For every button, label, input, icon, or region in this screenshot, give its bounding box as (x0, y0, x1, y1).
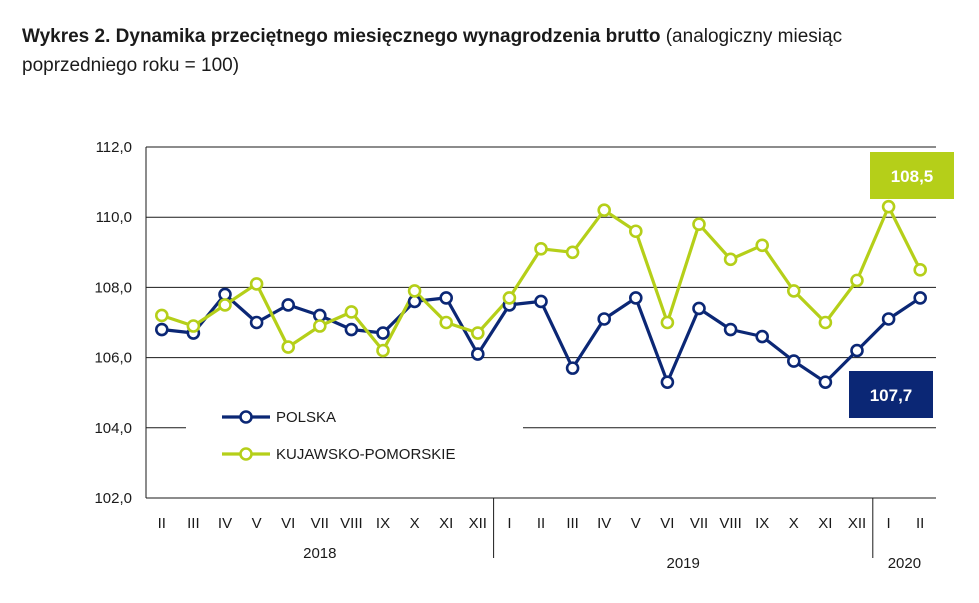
x-tick-label: IX (376, 515, 390, 532)
y-tick-label: 104,0 (94, 420, 132, 437)
data-point (692, 217, 706, 232)
x-tick-label: III (187, 515, 200, 532)
data-point (470, 347, 485, 361)
data-point (818, 315, 833, 330)
data-point (376, 343, 390, 358)
y-tick-label: 106,0 (94, 350, 132, 367)
x-tick-label: VII (690, 515, 708, 532)
year-label: 2018 (303, 545, 336, 562)
x-tick-label: III (566, 515, 579, 532)
data-point (186, 319, 201, 333)
year-label: 2020 (888, 555, 921, 572)
x-tick-label: XI (439, 515, 453, 532)
data-point (597, 312, 612, 326)
x-tick-label: IV (597, 515, 611, 532)
data-point (439, 291, 454, 305)
data-point (534, 241, 548, 256)
data-point (881, 199, 896, 214)
data-point (312, 319, 327, 333)
data-point (249, 315, 264, 330)
x-tick-label: XI (818, 515, 832, 532)
x-tick-label: VIII (719, 515, 742, 532)
legend-swatch-marker (239, 447, 253, 461)
series-line-kujawsko-pomorskie (161, 205, 922, 353)
chart-title-subtitle: (analogiczny miesiąc poprzedniego roku =… (22, 26, 843, 76)
callout-polska-label: 107,7 (870, 386, 913, 405)
data-point (502, 291, 517, 305)
data-point (850, 343, 864, 358)
x-tick-label: II (537, 515, 545, 532)
y-tick-label: 110,0 (96, 209, 132, 226)
y-tick-label: 102,0 (94, 490, 132, 507)
data-point (534, 294, 548, 309)
data-point (723, 322, 738, 337)
data-point (660, 315, 675, 330)
data-point (660, 375, 675, 389)
x-tick-label: VI (660, 515, 674, 532)
chart-title: Wykres 2. Dynamika przeciętnego miesięcz… (22, 22, 962, 80)
data-point (565, 245, 580, 260)
data-point (850, 273, 864, 288)
data-point (913, 263, 928, 277)
data-point (155, 308, 169, 323)
data-point (597, 203, 612, 217)
x-tick-label: II (916, 515, 924, 532)
data-point (881, 312, 896, 326)
y-tick-label: 108,0 (94, 279, 132, 296)
legend-label: POLSKA (276, 409, 336, 426)
x-tick-label: II (158, 515, 166, 532)
legend-label: KUJAWSKO-POMORSKIE (276, 446, 455, 463)
x-tick-label: VII (311, 515, 329, 532)
data-point (628, 224, 643, 239)
x-tick-label: I (887, 515, 891, 532)
callout-kujawsko-pomorskie-box (870, 152, 954, 199)
data-point (376, 326, 390, 340)
data-point (723, 252, 738, 267)
callout-kujawsko-pomorskie-label: 108,5 (891, 167, 934, 186)
data-point (344, 305, 359, 319)
legend-swatch-marker (239, 410, 253, 424)
data-point (155, 322, 169, 337)
data-point (344, 322, 359, 337)
data-point (692, 301, 706, 316)
data-point (439, 315, 454, 330)
data-point (281, 298, 296, 312)
x-tick-label: XII (469, 515, 487, 532)
data-point (755, 329, 770, 344)
x-tick-label: IV (218, 515, 232, 532)
x-tick-label: V (252, 515, 262, 532)
x-tick-label: X (789, 515, 799, 532)
data-point (407, 284, 422, 298)
data-point (786, 354, 801, 368)
data-point (218, 298, 232, 312)
data-point (470, 326, 485, 340)
data-point (281, 340, 296, 354)
x-tick-label: VI (281, 515, 295, 532)
x-tick-label: I (507, 515, 511, 532)
x-tick-label: X (410, 515, 420, 532)
data-point (786, 284, 801, 298)
data-point (818, 375, 833, 389)
data-point (565, 361, 580, 375)
data-point (755, 238, 770, 253)
callout-polska-box (849, 371, 933, 418)
x-tick-label: IX (755, 515, 769, 532)
x-tick-label: V (631, 515, 641, 532)
chart-title-bold: Wykres 2. Dynamika przeciętnego miesięcz… (22, 26, 661, 47)
data-point (913, 291, 928, 305)
data-point (249, 277, 264, 291)
year-label: 2019 (667, 555, 700, 572)
x-tick-label: VIII (340, 515, 363, 532)
x-tick-label: XII (848, 515, 866, 532)
y-tick-label: 112,0 (96, 139, 132, 156)
data-point (628, 291, 643, 305)
